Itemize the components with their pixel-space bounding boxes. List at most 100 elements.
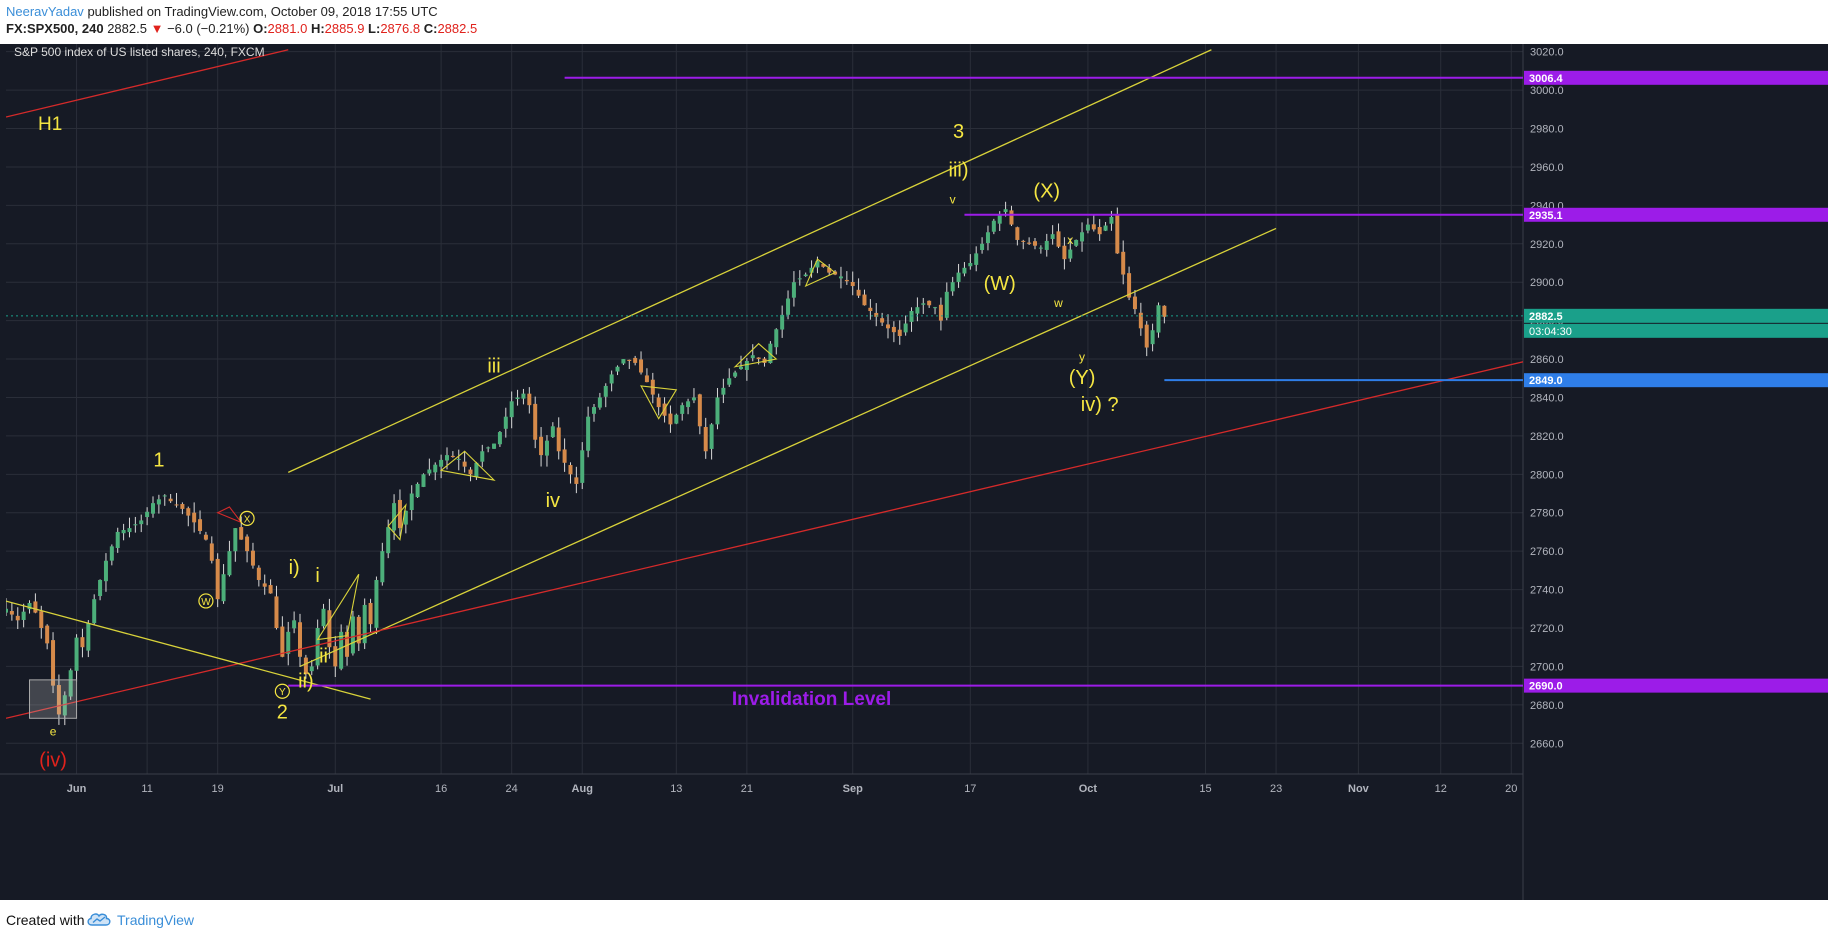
candle-body [109,546,114,561]
author-link[interactable]: NeeravYadav [6,4,84,19]
triangle-pattern [640,385,678,420]
candle-body [568,465,573,475]
candle-body [192,512,197,523]
tradingview-cloud-icon [87,913,111,926]
candle [292,611,297,634]
candle [533,396,538,449]
candle [198,510,203,535]
candle [274,585,279,630]
candle-body [715,397,720,425]
candle [644,368,649,383]
candle-body [298,622,302,657]
countdown-tag [1524,323,1828,338]
candle [333,636,338,678]
candle-body [1038,247,1043,249]
price-level-tag [1524,373,1828,388]
candle [427,458,432,476]
candle [380,542,385,586]
candle [1050,225,1055,245]
candle-body [462,461,467,467]
candle [186,506,191,527]
candle [656,393,661,416]
candle-body [321,608,326,627]
candle [786,290,791,320]
candle-body [380,551,385,583]
price-level-label: 2690.0 [1529,681,1563,693]
candle-body [480,451,485,462]
candle [927,300,932,308]
candle [1138,302,1143,336]
y-tick-label: 2920.0 [1530,239,1564,251]
candle-body [1009,210,1014,225]
candle [321,603,326,629]
price-chart[interactable]: 2660.0 2680.0 2700.0 2720.0 2740.0 2760.0 2780… [0,44,1828,900]
candle-body [386,527,391,554]
candle [209,536,214,564]
low-label: L: [368,21,381,36]
wave-label: (iv) [39,749,67,771]
candle [727,368,732,387]
candle-body [427,469,432,474]
y-tick-label: 2720.0 [1530,623,1564,635]
x-tick-label: 19 [212,783,224,795]
candle-body [56,685,61,715]
change-arrow-icon: ▼ [150,21,164,36]
candle [233,528,238,562]
candle-body [621,359,626,364]
candle-body [780,314,785,330]
candle-body [656,397,661,408]
candle-body [239,527,244,540]
candle [1027,237,1032,245]
candle-body [844,279,849,282]
candle-body [991,220,996,232]
candle-body [1021,240,1026,242]
candle-body [974,253,979,265]
candle [156,494,161,514]
candle-body [1050,234,1055,239]
candle [433,462,438,481]
tradingview-brand[interactable]: TradingView [117,912,195,928]
candle [421,473,426,488]
x-tick-label: 24 [506,783,518,795]
candle-body [327,610,332,648]
y-tick-label: 2840.0 [1530,392,1564,404]
candle-body [115,531,120,549]
candle-body [92,599,97,624]
candle [162,494,167,506]
candle-body [903,323,908,333]
candle-body [250,550,255,566]
candle [915,297,920,322]
candle-body [433,464,438,473]
candle-body [586,416,591,451]
high-value: 2885.9 [324,21,365,36]
trend-line [6,49,289,118]
invalidation-level-label: Invalidation Level [732,689,891,710]
candle-body [633,357,638,363]
candle [51,632,56,694]
candle-body [103,560,108,582]
candle-body [409,493,414,511]
candle-body [1097,226,1102,235]
x-tick-label: Aug [572,783,593,795]
candle [733,370,738,379]
candle [9,602,14,621]
candle-body [985,232,990,244]
triangle-pattern [316,573,360,641]
candle-body [668,413,673,425]
candle-body [821,263,826,267]
price-level-label: 3006.4 [1529,73,1564,85]
candle [968,254,973,270]
candle [327,598,332,659]
candle-body [1127,273,1132,298]
candle [1080,222,1085,252]
triangle-pattern [733,342,778,368]
wave-label: y [1079,350,1085,364]
candle [215,553,220,608]
candle [668,405,673,433]
candle [203,531,208,541]
candle-body [233,528,238,552]
candle [74,634,79,682]
candle-body [1121,251,1126,275]
candle [256,565,261,587]
candle-body [1074,239,1079,246]
